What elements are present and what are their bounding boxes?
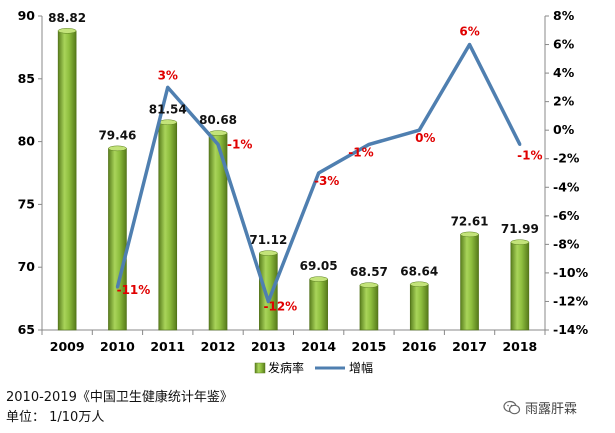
right-tick-label: 4% xyxy=(553,65,575,80)
right-tick-label: -4% xyxy=(553,179,580,194)
bar xyxy=(57,30,77,331)
left-tick-label: 80 xyxy=(18,134,36,149)
bar xyxy=(359,284,379,331)
right-tick-label: -10% xyxy=(553,265,589,280)
left-tick-label: 75 xyxy=(18,196,35,211)
growth-point xyxy=(216,142,220,146)
bar-value-label: 79.46 xyxy=(98,128,136,142)
x-tick-label: 2015 xyxy=(352,339,387,354)
bar-value-label: 71.99 xyxy=(501,222,539,236)
growth-point xyxy=(417,128,421,132)
left-tick-label: 85 xyxy=(18,71,35,86)
combo-chart: 65 70 75 80 85 90 -14% -12% -10% -8% -6% -4% -2% 0% 2%… xyxy=(18,8,589,375)
legend-swatch-incidence xyxy=(254,362,266,374)
bar-cap xyxy=(359,282,379,288)
x-tick-label: 2014 xyxy=(301,339,336,354)
unit-note: 单位： 1/10万人 xyxy=(6,410,105,425)
growth-point xyxy=(367,142,371,146)
wechat-icon xyxy=(503,400,521,414)
bar-cap xyxy=(410,281,429,288)
x-tick-label: 2013 xyxy=(251,339,286,354)
source-note: 2010-2019《中国卫生健康统计年鉴》 xyxy=(6,390,233,405)
legend: 发病率 增幅 xyxy=(254,360,373,375)
x-tick-label: 2011 xyxy=(150,339,185,354)
right-tick-label: -14% xyxy=(553,322,589,337)
left-tick-label: 90 xyxy=(18,8,36,23)
growth-line xyxy=(115,42,522,304)
bar xyxy=(409,283,429,331)
right-tick-label: -2% xyxy=(553,151,580,166)
growth-value-label: -1% xyxy=(227,137,252,151)
growth-value-label: -1% xyxy=(348,145,373,159)
bar-value-label: 72.61 xyxy=(451,214,489,228)
watermark-text: 雨露肝霖 xyxy=(525,402,578,417)
growth-point xyxy=(468,43,472,47)
bar-cap xyxy=(57,28,77,34)
growth-point xyxy=(166,85,170,89)
x-tick-label: 2010 xyxy=(100,339,135,354)
right-tick-label: 2% xyxy=(553,94,575,109)
axes: 65 70 75 80 85 90 -14% -12% -10% -8% -6% -4% -2% 0% 2%… xyxy=(18,8,589,354)
growth-value-label: -1% xyxy=(517,148,542,162)
data-labels: 88.82 79.46 81.54 80.68 71.12 69.05 68.57 68.64… xyxy=(48,11,542,314)
growth-value-label: -11% xyxy=(117,283,151,297)
legend-label-incidence: 发病率 xyxy=(268,360,304,375)
growth-value-label: -12% xyxy=(263,299,297,313)
growth-point xyxy=(115,285,119,289)
x-tick-label: 2012 xyxy=(201,339,236,354)
x-tick-label: 2016 xyxy=(402,339,437,354)
bar-value-label: 68.57 xyxy=(350,265,388,279)
right-tick-label: 0% xyxy=(553,122,575,137)
growth-point xyxy=(317,171,321,175)
legend-label-growth: 增幅 xyxy=(349,360,373,375)
bar-cap xyxy=(460,231,479,238)
growth-value-label: 6% xyxy=(459,25,479,39)
bar-cap xyxy=(259,250,278,256)
bar-value-label: 71.12 xyxy=(249,233,287,247)
right-tick-label: -6% xyxy=(553,208,580,223)
growth-value-label: 0% xyxy=(415,131,435,145)
growth-value-label: 3% xyxy=(158,68,178,82)
growth-point xyxy=(266,299,270,303)
bar-value-label: 81.54 xyxy=(149,102,187,116)
bar xyxy=(510,241,530,331)
bar xyxy=(309,278,328,331)
watermark: 雨露肝霖 xyxy=(503,398,577,417)
bar xyxy=(460,234,479,331)
bar xyxy=(259,252,278,331)
x-tick-label: 2018 xyxy=(502,339,537,354)
right-tick-label: -8% xyxy=(553,236,580,251)
bar-value-label: 88.82 xyxy=(48,11,86,25)
right-tick-label: -12% xyxy=(553,293,589,308)
bar-cap xyxy=(108,145,127,152)
bar xyxy=(108,148,127,331)
left-tick-label: 70 xyxy=(18,259,36,274)
bar xyxy=(158,121,178,331)
bar-cap xyxy=(309,276,328,282)
bars xyxy=(57,28,530,331)
left-tick-label: 65 xyxy=(18,322,35,337)
bar-cap xyxy=(158,119,177,126)
bar-value-label: 68.64 xyxy=(400,264,438,278)
bar-value-label: 80.68 xyxy=(199,113,237,127)
x-tick-label: 2017 xyxy=(452,339,487,354)
growth-point xyxy=(518,142,522,146)
right-tick-label: 6% xyxy=(553,37,575,52)
growth-value-label: -3% xyxy=(314,174,339,188)
bar-value-label: 69.05 xyxy=(300,259,338,273)
x-tick-label: 2009 xyxy=(50,339,85,354)
bar-cap xyxy=(510,239,530,245)
right-tick-label: 8% xyxy=(553,8,575,23)
